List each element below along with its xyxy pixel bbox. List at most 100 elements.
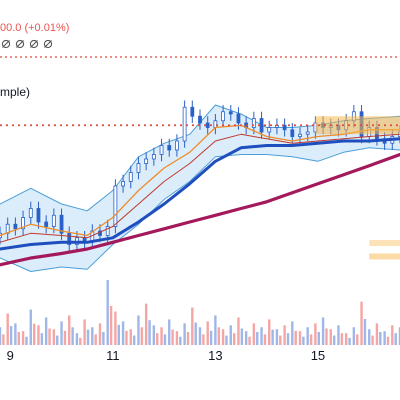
candle-body	[205, 122, 210, 128]
header: 00.0 (+0.01%) mple)	[0, 22, 400, 99]
candle-body	[221, 111, 225, 122]
volume-bar	[102, 332, 105, 345]
volume-bar	[171, 329, 174, 345]
volume-bar	[56, 335, 59, 345]
candle-body	[113, 185, 118, 227]
candle	[121, 174, 125, 193]
candle-body	[144, 158, 149, 164]
volume-bar	[271, 329, 274, 345]
volume-bar	[368, 329, 371, 345]
ma-long-line	[0, 152, 400, 267]
volume-bar	[144, 303, 148, 345]
volume-bar	[237, 317, 240, 345]
candle	[198, 109, 202, 130]
volume-bar	[352, 327, 356, 345]
candle	[175, 134, 179, 157]
candle-body	[198, 115, 202, 124]
candle	[182, 100, 187, 148]
volume-bar	[268, 319, 271, 345]
volume-bar	[63, 330, 67, 345]
volume-bar	[394, 333, 397, 345]
candle-body	[28, 208, 33, 218]
volume-bar	[121, 321, 125, 345]
volume-bar	[117, 324, 120, 345]
volume-bar	[240, 328, 244, 345]
volume-bar	[209, 330, 213, 345]
highlight-marker-lower	[369, 253, 400, 260]
candle	[13, 217, 18, 236]
volume-bar	[52, 329, 56, 345]
volume-bar	[325, 328, 328, 345]
volume-bar	[48, 328, 51, 345]
hidden-icon	[43, 39, 53, 49]
volume-bar	[40, 333, 44, 345]
volume-bar	[244, 331, 248, 345]
candle-body	[182, 106, 187, 142]
volume-bar	[29, 309, 32, 345]
volume-bar	[214, 315, 217, 345]
volume-bar	[279, 335, 282, 345]
volume-bar	[186, 332, 190, 345]
volume-bar	[179, 336, 182, 345]
hidden-icon-slash	[16, 40, 24, 48]
volume-bar	[248, 336, 251, 345]
volume-bar	[94, 334, 97, 345]
volume-bar	[375, 323, 379, 345]
volume-bar	[79, 337, 82, 345]
volume-bar	[132, 335, 136, 345]
candle-body	[13, 223, 18, 230]
candle-body	[21, 217, 25, 230]
volume-bar	[109, 306, 113, 345]
plot-area[interactable]	[0, 100, 400, 272]
volume-bar	[391, 325, 394, 345]
volume-bar	[9, 326, 13, 345]
volume-bar	[17, 332, 20, 345]
candle	[282, 118, 287, 137]
volume-bar	[83, 319, 86, 345]
volume-bar	[175, 331, 179, 345]
candle	[136, 156, 141, 180]
candle-body	[59, 214, 64, 234]
candle-body	[67, 232, 72, 245]
hidden-icon	[29, 39, 39, 49]
candle-body	[305, 131, 310, 135]
volume-bar	[348, 337, 351, 345]
volume-bar	[291, 321, 294, 345]
highlight-zone	[315, 116, 400, 135]
volume-bar	[129, 329, 132, 345]
ma-fast-line	[0, 124, 400, 237]
volume-bar	[2, 334, 5, 345]
candle-body	[136, 163, 141, 173]
price-change-text: 00.0 (+0.01%)	[0, 22, 69, 34]
volume-bar	[363, 319, 367, 345]
volume-bar	[252, 323, 256, 345]
candle	[21, 210, 25, 236]
volume-bar	[75, 333, 79, 345]
volume-bar	[6, 313, 9, 345]
candle	[128, 165, 133, 189]
volume-bar	[360, 301, 363, 345]
volume-bar	[229, 325, 232, 345]
x-axis: 9 11 13 15	[7, 348, 326, 363]
candle	[167, 138, 172, 157]
volume-bar	[260, 327, 263, 345]
hidden-icon	[15, 39, 25, 49]
candle	[290, 123, 295, 144]
volume-bars	[0, 280, 400, 345]
candle	[221, 105, 225, 128]
volume-bar	[294, 330, 297, 345]
volume-bar	[314, 323, 317, 345]
volume-bar	[98, 323, 102, 345]
volume-bar	[225, 335, 228, 345]
candle-body	[267, 127, 272, 133]
volume-bar	[221, 329, 225, 345]
x-tick-label: 9	[7, 348, 14, 363]
highlight-marker-upper	[369, 240, 400, 246]
candle	[144, 152, 149, 171]
volume-bar	[152, 325, 156, 345]
candle	[267, 120, 272, 139]
candle	[44, 215, 49, 234]
candle-body	[175, 140, 179, 151]
volume-bar	[160, 327, 163, 345]
